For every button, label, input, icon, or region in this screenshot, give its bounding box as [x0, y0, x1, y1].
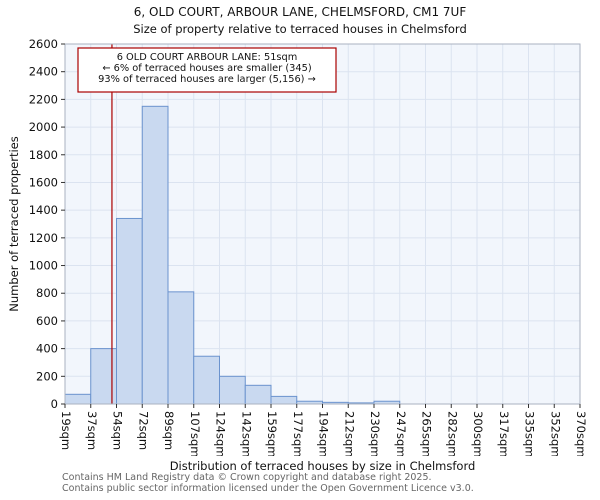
svg-text:2600: 2600	[29, 37, 58, 51]
svg-text:54sqm: 54sqm	[111, 411, 125, 450]
svg-text:2000: 2000	[29, 120, 58, 134]
svg-text:247sqm: 247sqm	[394, 411, 408, 456]
svg-text:19sqm: 19sqm	[59, 411, 73, 450]
svg-text:600: 600	[36, 314, 58, 328]
bar-89sqm	[167, 291, 195, 405]
svg-text:282sqm: 282sqm	[445, 411, 459, 456]
svg-text:93% of terraced houses are lar: 93% of terraced houses are larger (5,156…	[98, 74, 316, 85]
chart-title: 6, OLD COURT, ARBOUR LANE, CHELMSFORD, C…	[133, 5, 467, 19]
annotation-callout: 6 OLD COURT ARBOUR LANE: 51sqm← 6% of te…	[77, 47, 337, 93]
x-axis-title: Distribution of terraced houses by size …	[169, 459, 476, 473]
svg-text:159sqm: 159sqm	[265, 411, 279, 456]
svg-text:2200: 2200	[29, 92, 58, 106]
svg-text:230sqm: 230sqm	[368, 411, 382, 456]
svg-text:300sqm: 300sqm	[471, 411, 485, 456]
svg-text:400: 400	[36, 342, 58, 356]
bar-142sqm	[244, 384, 272, 405]
svg-text:370sqm: 370sqm	[574, 411, 588, 456]
svg-text:212sqm: 212sqm	[342, 411, 356, 456]
svg-text:← 6% of terraced houses are sm: ← 6% of terraced houses are smaller (345…	[102, 63, 311, 74]
svg-text:1000: 1000	[29, 259, 58, 273]
histogram-chart: 0 200 400 600 800 1000 1200 1400 1600 1800 2000 220…	[29, 37, 588, 456]
svg-text:317sqm: 317sqm	[497, 411, 511, 456]
x-axis: 19sqm 37sqm 54sqm 72sqm 89sqm 107sqm 124sqm 142…	[59, 404, 588, 456]
svg-text:124sqm: 124sqm	[214, 411, 228, 456]
footer-attribution-line1: Contains HM Land Registry data © Crown c…	[62, 472, 432, 483]
svg-text:107sqm: 107sqm	[188, 411, 202, 456]
bar-19sqm	[64, 393, 92, 405]
svg-text:72sqm: 72sqm	[136, 411, 150, 450]
histogram-bars	[64, 105, 401, 405]
chart-subtitle: Size of property relative to terraced ho…	[133, 22, 467, 36]
svg-text:1800: 1800	[29, 148, 58, 162]
bar-72sqm	[141, 105, 169, 405]
svg-text:800: 800	[36, 286, 58, 300]
svg-text:142sqm: 142sqm	[239, 411, 253, 456]
svg-text:37sqm: 37sqm	[85, 411, 99, 450]
bar-37sqm	[90, 348, 117, 405]
y-axis: 0 200 400 600 800 1000 1200 1400 1600 1800 2000 220…	[29, 37, 65, 411]
bar-124sqm	[219, 375, 246, 405]
svg-text:200: 200	[36, 369, 58, 383]
svg-text:177sqm: 177sqm	[291, 411, 305, 456]
y-axis-title: Number of terraced properties	[7, 136, 21, 312]
footer-attribution-line2: Contains public sector information licen…	[62, 483, 474, 494]
svg-text:352sqm: 352sqm	[548, 411, 562, 456]
svg-text:2400: 2400	[29, 65, 58, 79]
svg-text:1400: 1400	[29, 203, 58, 217]
svg-text:265sqm: 265sqm	[420, 411, 434, 456]
svg-text:6 OLD COURT ARBOUR LANE: 51sqm: 6 OLD COURT ARBOUR LANE: 51sqm	[117, 52, 298, 63]
svg-text:1200: 1200	[29, 231, 58, 245]
svg-text:1600: 1600	[29, 175, 58, 189]
bar-159sqm	[270, 395, 298, 405]
svg-text:194sqm: 194sqm	[317, 411, 331, 456]
svg-text:89sqm: 89sqm	[162, 411, 176, 450]
svg-text:0: 0	[51, 397, 58, 411]
svg-text:335sqm: 335sqm	[523, 411, 537, 456]
bar-54sqm	[116, 217, 143, 405]
bar-107sqm	[193, 355, 220, 405]
